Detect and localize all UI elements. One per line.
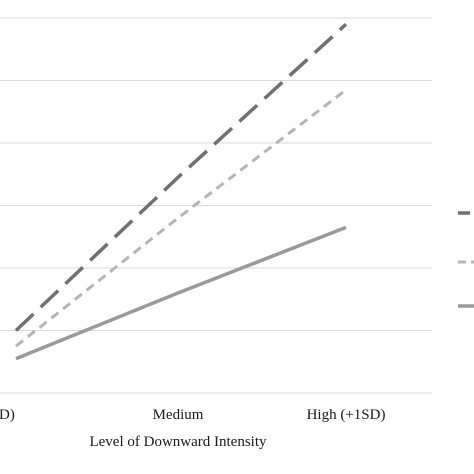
x-tick-labels: (-1SD) Medium High (+1SD) — [0, 407, 385, 423]
gridlines — [0, 17, 432, 331]
series-line-2 — [15, 88, 347, 348]
legend — [458, 211, 474, 308]
x-tick-label: High (+1SD) — [307, 407, 386, 423]
series-line-3 — [15, 225, 347, 361]
x-tick-label: (-1SD) — [0, 407, 15, 423]
series-line-1 — [14, 22, 348, 332]
x-axis-title: Level of Downward Intensity — [89, 434, 267, 450]
x-tick-label: Medium — [153, 407, 204, 423]
series-lines — [14, 22, 348, 361]
